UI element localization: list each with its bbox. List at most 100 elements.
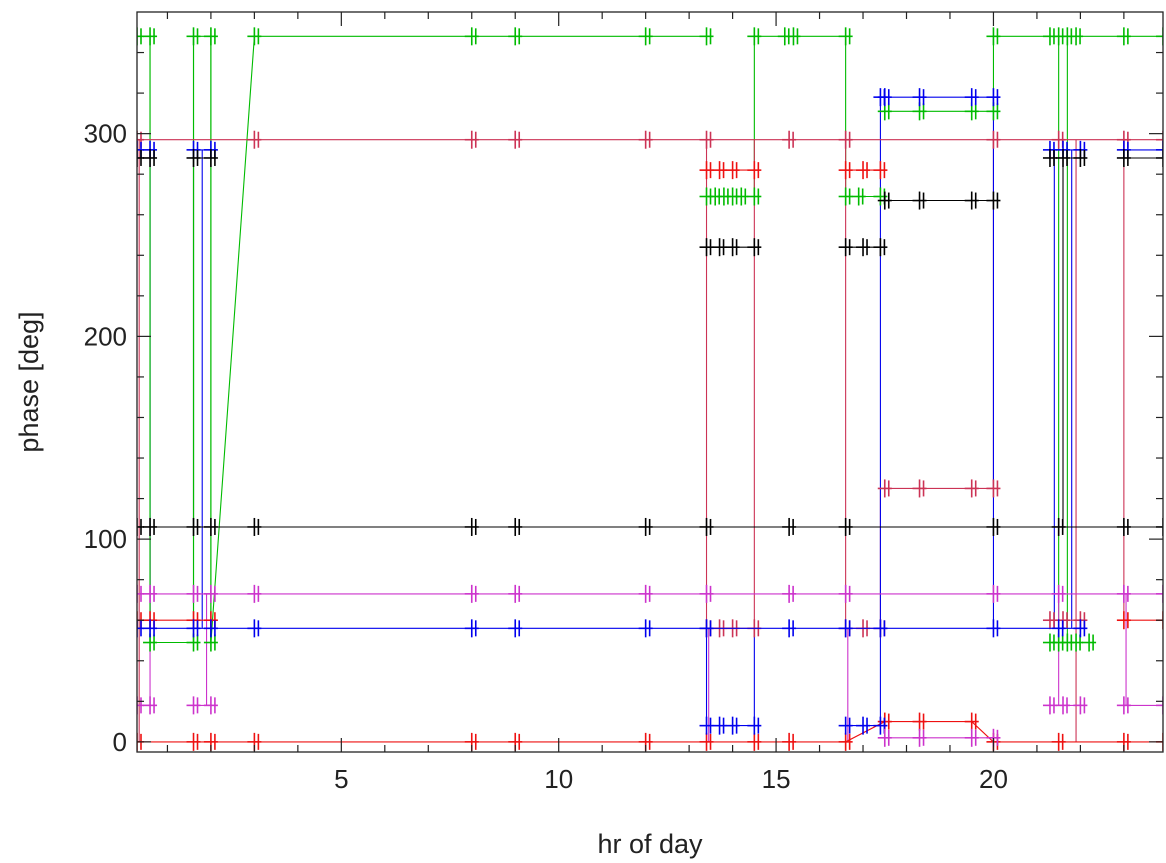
data-point xyxy=(782,732,797,751)
data-point xyxy=(986,517,1001,536)
data-point xyxy=(508,517,523,536)
data-point xyxy=(1051,517,1066,536)
x-axis-label: hr of day xyxy=(597,829,703,859)
data-point xyxy=(203,619,218,638)
data-point xyxy=(1073,619,1088,638)
data-point xyxy=(986,27,1001,46)
data-point xyxy=(838,584,853,603)
data-point xyxy=(699,732,714,751)
data-point xyxy=(1073,148,1088,167)
series-line xyxy=(137,721,1163,743)
data-point xyxy=(186,517,201,536)
data-point xyxy=(838,187,853,206)
data-point xyxy=(912,479,927,498)
data-point xyxy=(725,161,740,180)
data-point xyxy=(203,696,218,715)
data-point xyxy=(137,27,144,46)
data-point xyxy=(464,130,479,149)
data-point xyxy=(203,517,218,536)
data-point xyxy=(734,187,749,206)
data-point xyxy=(1042,148,1057,167)
data-point xyxy=(877,191,892,210)
data-point xyxy=(186,27,201,46)
data-point xyxy=(1051,619,1066,638)
data-point xyxy=(699,584,714,603)
data-point xyxy=(964,712,979,731)
y-tick-label: 300 xyxy=(84,119,127,149)
data-point xyxy=(699,130,714,149)
data-point xyxy=(877,479,892,498)
data-point xyxy=(203,148,218,167)
data-point xyxy=(638,130,653,149)
data-point xyxy=(964,479,979,498)
data-point xyxy=(186,148,201,167)
data-point xyxy=(838,238,853,257)
data-point xyxy=(137,517,144,536)
data-point xyxy=(699,161,714,180)
data-point xyxy=(964,191,979,210)
plot-frame xyxy=(136,11,1164,753)
data-point xyxy=(699,517,714,536)
data-point xyxy=(143,27,158,46)
data-point xyxy=(838,27,853,46)
data-point xyxy=(782,517,797,536)
data-point xyxy=(873,619,888,638)
data-point xyxy=(1156,140,1163,159)
data-point xyxy=(1116,27,1131,46)
data-point xyxy=(1051,732,1066,751)
data-point xyxy=(1116,696,1131,715)
data-point xyxy=(782,130,797,149)
data-point xyxy=(782,584,797,603)
data-point xyxy=(638,517,653,536)
data-point xyxy=(912,88,927,107)
y-axis-label: phase [deg] xyxy=(14,311,44,452)
data-point xyxy=(725,238,740,257)
data-point xyxy=(1116,584,1131,603)
data-point xyxy=(638,27,653,46)
data-point xyxy=(1116,148,1131,167)
data-point xyxy=(699,619,714,638)
data-point xyxy=(143,148,158,167)
data-point xyxy=(747,238,762,257)
data-point xyxy=(1156,148,1163,167)
data-point xyxy=(143,584,158,603)
data-point xyxy=(464,27,479,46)
data-point xyxy=(1156,517,1163,536)
x-tick-label: 15 xyxy=(762,764,791,794)
data-point xyxy=(1156,27,1163,46)
data-point xyxy=(699,238,714,257)
data-point xyxy=(856,716,871,735)
data-point xyxy=(699,716,714,735)
data-point xyxy=(464,517,479,536)
data-point xyxy=(912,712,927,731)
data-point xyxy=(1156,696,1163,715)
data-point xyxy=(986,584,1001,603)
x-tick-label: 20 xyxy=(979,764,1008,794)
data-point xyxy=(247,27,262,46)
data-point xyxy=(986,619,1001,638)
data-point xyxy=(638,619,653,638)
data-point xyxy=(712,161,727,180)
data-point xyxy=(838,161,853,180)
data-point xyxy=(508,130,523,149)
data-point xyxy=(1051,584,1066,603)
data-point xyxy=(712,716,727,735)
x-tick-label: 10 xyxy=(544,764,573,794)
data-point xyxy=(964,88,979,107)
data-point xyxy=(1056,696,1071,715)
data-point xyxy=(186,696,201,715)
data-point xyxy=(986,130,1001,149)
data-point xyxy=(464,619,479,638)
y-tick-label: 200 xyxy=(84,321,127,351)
data-point xyxy=(247,130,262,149)
data-point xyxy=(1082,633,1097,652)
data-point xyxy=(203,27,218,46)
data-point xyxy=(699,27,714,46)
data-point xyxy=(508,619,523,638)
data-point xyxy=(964,728,979,747)
data-point xyxy=(1069,27,1084,46)
data-point xyxy=(137,619,144,638)
ticks-layer xyxy=(137,12,1163,752)
data-point xyxy=(1156,584,1163,603)
